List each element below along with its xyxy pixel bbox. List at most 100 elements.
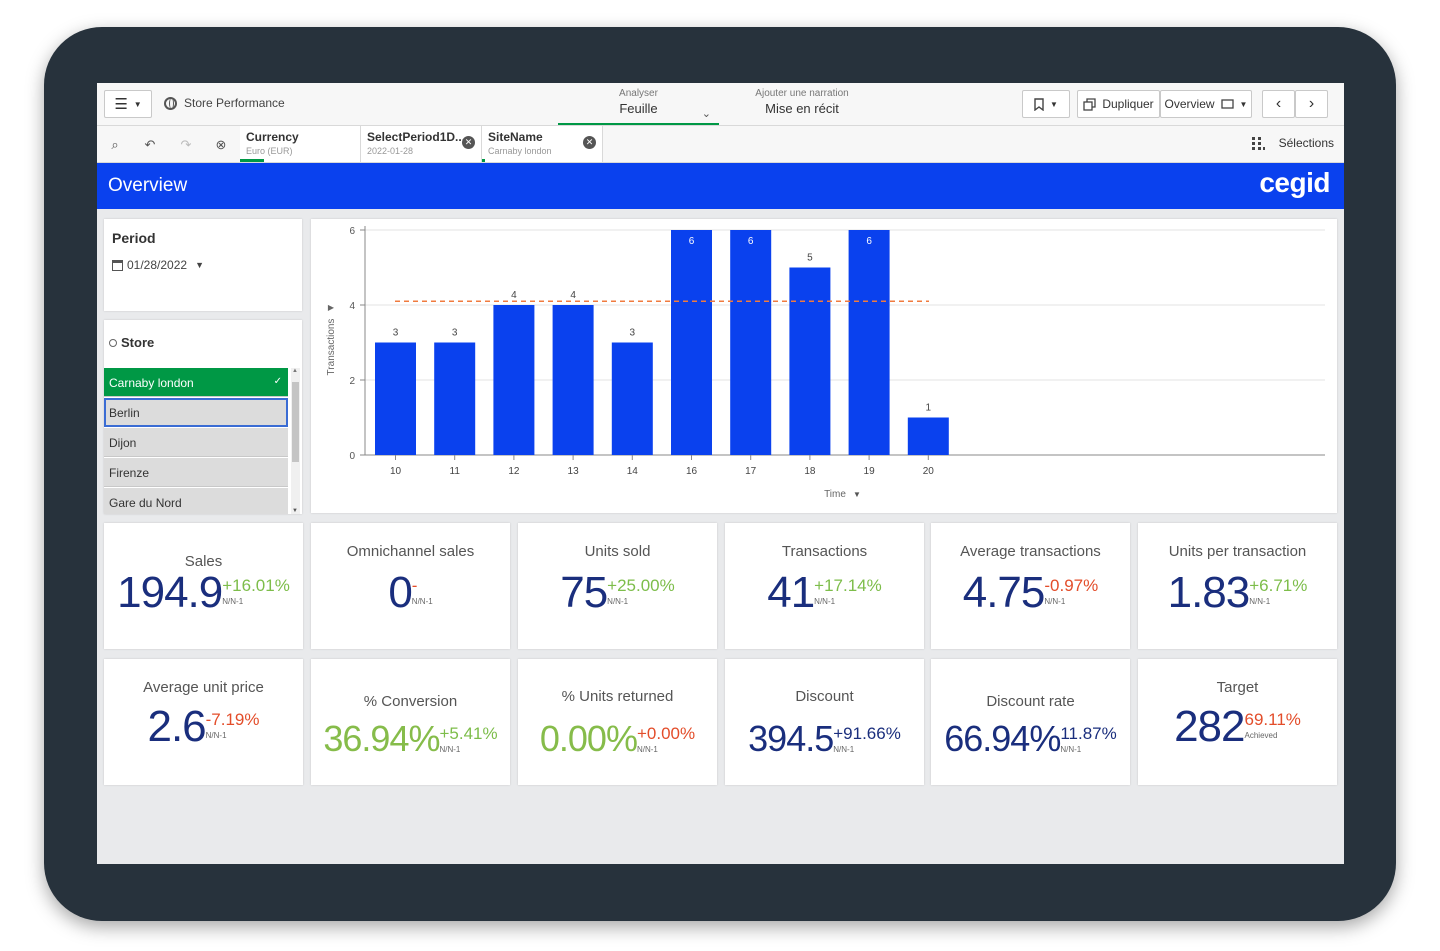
kpi-value-row: 75 +25.00% N/N-1 — [518, 571, 717, 615]
kpi-comparison-label: N/N-1 — [814, 597, 836, 606]
kpi-title: Sales — [184, 553, 223, 570]
store-list-scrollbar[interactable]: ▲ ▼ — [291, 368, 300, 514]
tab-analyse-label: Feuille — [619, 101, 658, 116]
bookmark-icon — [1034, 97, 1044, 111]
kpi-tile-units-sold[interactable]: Units sold 75 +25.00% N/N-1 — [518, 523, 717, 649]
clear-selection-icon[interactable]: ✕ — [583, 136, 596, 149]
app-title-area[interactable]: Store Performance — [164, 96, 285, 110]
kpi-value-row: 194.9 +16.01% N/N-1 — [104, 571, 303, 615]
kpi-tile-units-per-transaction[interactable]: Units per transaction 1.83 +6.71% N/N-1 — [1138, 523, 1337, 649]
kpi-change: +6.71% N/N-1 — [1249, 571, 1307, 607]
store-item-gare-du-nord[interactable]: Gare du Nord — [104, 488, 288, 514]
kpi-tile-conversion[interactable]: % Conversion 36.94% +5.41% N/N-1 — [311, 659, 510, 785]
kpi-tile-discount[interactable]: Discount 394.5 +91.66% N/N-1 — [725, 659, 924, 785]
kpi-value: 0 — [388, 568, 413, 617]
kpi-comparison-label: N/N-1 — [1044, 597, 1066, 606]
kpi-comparison-label: N/N-1 — [411, 597, 433, 606]
kpi-value: 75 — [560, 568, 608, 617]
bar — [611, 342, 653, 455]
kpi-value: 36.94% — [323, 718, 440, 759]
store-filter: Store Carnaby london ✓ Berlin Dijon Fire… — [104, 320, 302, 514]
period-filter[interactable]: Period 01/28/2022 ▼ — [104, 219, 302, 311]
scroll-up-icon[interactable]: ▲ — [292, 368, 298, 374]
kpi-value-row: 41 +17.14% N/N-1 — [725, 571, 924, 615]
kpi-value-row: 2.6 -7.19% N/N-1 — [104, 705, 303, 749]
clear-selection-icon[interactable]: ✕ — [462, 136, 475, 149]
globe-icon — [164, 96, 177, 110]
x-tick-label: 14 — [627, 466, 639, 477]
kpi-comparison-label: N/N-1 — [439, 745, 461, 754]
kpi-tile-discount-rate[interactable]: Discount rate 66.94% 11.87% N/N-1 — [931, 659, 1130, 785]
kpi-delta: - — [411, 576, 418, 595]
store-item-dijon[interactable]: Dijon — [104, 428, 288, 457]
selection-chip-sitename[interactable]: SiteName Carnaby london ✕ — [482, 126, 603, 162]
kpi-comparison-label: N/N-1 — [1249, 597, 1271, 606]
step-back-icon[interactable]: ↶ — [144, 137, 156, 152]
kpi-value-row: 1.83 +6.71% N/N-1 — [1138, 571, 1337, 615]
y-tick-label: 0 — [349, 451, 355, 462]
chevron-down-icon: ▼ — [1050, 99, 1058, 109]
kpi-value: 1.83 — [1167, 568, 1251, 617]
menu-button[interactable]: ☰ ▼ — [104, 90, 152, 118]
selections-button[interactable]: Sélections — [1251, 136, 1334, 150]
clear-all-icon[interactable]: ⊗ — [215, 137, 227, 152]
kpi-delta: 69.11% — [1244, 710, 1301, 729]
sheet-selector[interactable]: Overview ▼ — [1160, 90, 1252, 118]
kpi-comparison-label: N/N-1 — [636, 745, 658, 754]
bar — [493, 305, 535, 455]
kpi-tile-target[interactable]: Target 282 69.11% Achieved — [1138, 659, 1337, 785]
tab-analyse[interactable]: Analyser Feuille ⌄ — [558, 88, 719, 125]
store-item-firenze[interactable]: Firenze — [104, 458, 288, 487]
kpi-tile-sales[interactable]: Sales 194.9 +16.01% N/N-1 — [104, 523, 303, 649]
top-toolbar: ☰ ▼ Store Performance Analyser Feuille ⌄… — [97, 83, 1344, 126]
kpi-value: 282 — [1174, 702, 1245, 751]
kpi-comparison-label: Achieved — [1244, 731, 1278, 740]
selection-state-bar — [240, 159, 264, 162]
bar-value-label: 3 — [452, 328, 458, 339]
kpi-value-row: 394.5 +91.66% N/N-1 — [725, 719, 924, 759]
kpi-tile-average-unit-price[interactable]: Average unit price 2.6 -7.19% N/N-1 — [104, 659, 303, 785]
kpi-value-row: 36.94% +5.41% N/N-1 — [311, 719, 510, 759]
previous-sheet-button[interactable]: ‹ — [1262, 90, 1295, 118]
kpi-tile-units-returned[interactable]: % Units returned 0.00% +0.00% N/N-1 — [518, 659, 717, 785]
kpi-tile-omnichannel-sales[interactable]: Omnichannel sales 0- N/N-1 — [311, 523, 510, 649]
scroll-thumb[interactable] — [292, 382, 299, 462]
kpi-comparison-label: N/N-1 — [205, 731, 227, 740]
kpi-value: 0.00% — [539, 718, 638, 759]
scroll-down-icon[interactable]: ▼ — [292, 508, 298, 514]
period-dropdown[interactable]: 01/28/2022 ▼ — [112, 258, 204, 272]
kpi-value: 194.9 — [117, 568, 223, 617]
check-icon: ✓ — [273, 376, 282, 387]
y-axis-title: Transactions — [326, 319, 337, 376]
transactions-chart: 0 2 4 6 3 10 3 11 4 12 4 13 3 14 6 16 6 17 5 18 6 19 1 20 Transa… — [311, 219, 1337, 513]
selection-field-value: 2022-01-28 — [367, 146, 414, 156]
kpi-delta: +6.71% — [1249, 576, 1308, 595]
selection-chip-currency[interactable]: Currency Euro (EUR) — [240, 126, 361, 162]
next-sheet-button[interactable]: › — [1295, 90, 1328, 118]
store-item-label: Berlin — [109, 406, 140, 420]
selections-label: Sélections — [1278, 136, 1334, 150]
kpi-value-row: 0- N/N-1 — [311, 571, 510, 615]
y-tick-label: 2 — [349, 376, 355, 387]
step-forward-icon[interactable]: ↷ — [180, 137, 192, 152]
kpi-tile-average-transactions[interactable]: Average transactions 4.75 -0.97% N/N-1 — [931, 523, 1130, 649]
selection-chip-period[interactable]: SelectPeriod1D... 2022-01-28 ✕ — [361, 126, 482, 162]
x-tick-label: 19 — [864, 466, 876, 477]
tab-narrate-label: Mise en récit — [765, 101, 839, 116]
kpi-comparison-label: N/N-1 — [607, 597, 629, 606]
store-item-carnaby-london[interactable]: Carnaby london ✓ — [104, 368, 288, 397]
duplicate-icon — [1083, 97, 1096, 111]
store-filter-title[interactable]: Store — [109, 335, 154, 350]
bookmark-button[interactable]: ▼ — [1022, 90, 1070, 118]
duplicate-button[interactable]: Dupliquer — [1077, 90, 1160, 118]
store-item-berlin[interactable]: Berlin — [104, 398, 288, 427]
smart-search-icon[interactable]: ⌕ — [111, 137, 119, 152]
bar — [434, 342, 476, 455]
kpi-value: 4.75 — [962, 568, 1046, 617]
kpi-tile-transactions[interactable]: Transactions 41 +17.14% N/N-1 — [725, 523, 924, 649]
kpi-change: +5.41% N/N-1 — [439, 719, 497, 755]
tab-narrate[interactable]: Ajouter une narration Mise en récit — [737, 88, 867, 116]
kpi-title: % Conversion — [363, 693, 458, 710]
store-item-label: Gare du Nord — [109, 496, 182, 510]
app-screen: ☰ ▼ Store Performance Analyser Feuille ⌄… — [97, 83, 1344, 864]
